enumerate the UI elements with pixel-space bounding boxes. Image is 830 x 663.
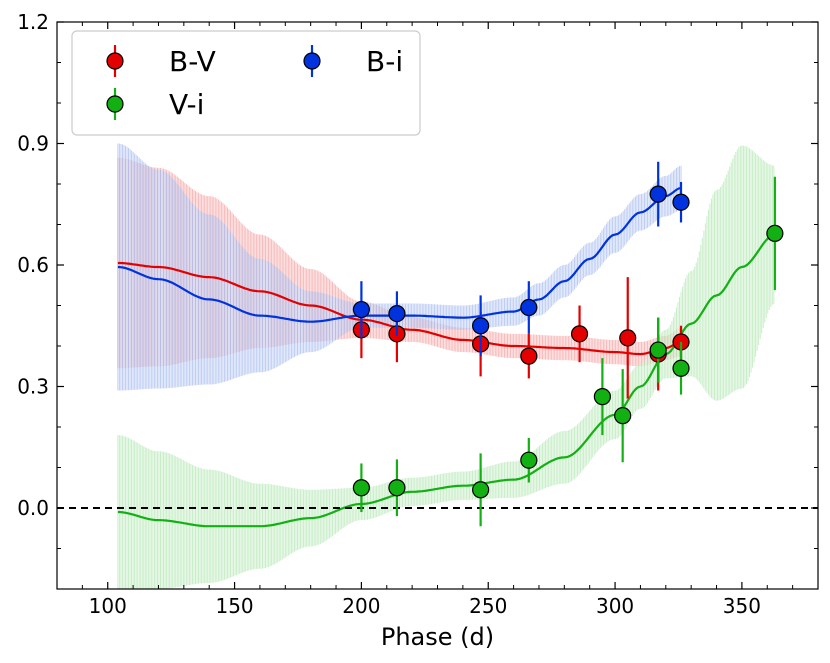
legend-label: B-V [169,45,216,78]
data-point-V-i [766,176,784,291]
data-point-B-V [570,305,589,363]
data-point-V-i [672,341,690,395]
x-tick-label: 250 [469,594,507,618]
marker [472,317,490,335]
marker [472,481,490,499]
marker [570,325,589,343]
data-point-V-i [593,358,611,436]
legend-entry-B-i: B-i [303,45,403,78]
x-tick-label: 300 [596,594,634,618]
legend-label: V-i [169,88,204,121]
x-tick-label: 350 [723,594,761,618]
marker [672,359,690,377]
data-point-B-V [520,333,538,379]
x-axis-label: Phase (d) [381,623,494,651]
marker [672,193,690,211]
data-points [352,161,784,527]
y-tick-label: 0.6 [17,253,49,277]
data-point-V-i [520,437,538,483]
legend-marker [106,52,124,70]
band-B-i [117,143,682,391]
marker [352,300,370,319]
marker [520,347,538,365]
marker [766,224,784,243]
data-point-B-i [388,291,406,336]
data-point-B-i [649,161,667,227]
legend-label: B-i [366,45,403,78]
data-point-V-i [649,317,667,383]
marker [614,407,632,425]
data-point-B-i [672,181,690,223]
legend-marker [303,52,321,70]
data-point-V-i [388,459,406,517]
legend-entry-V-i: V-i [106,88,204,121]
legend-box [71,30,421,136]
y-tick-label: 0.9 [17,132,49,156]
marker [593,388,611,406]
x-tick-label: 100 [89,594,127,618]
marker [520,451,538,469]
data-point-B-i [472,295,490,357]
data-point-B-V [619,277,637,399]
axis-ticks: 100 150 200 250 300 350 0.0 0.3 0.6 0.9 1.2 [17,10,818,618]
marker [388,479,406,497]
x-tick-label: 200 [342,594,380,618]
data-point-V-i [352,463,370,513]
legend-marker [106,95,124,113]
legend-entry-B-V: B-V [106,45,216,78]
y-tick-label: 0.0 [17,496,49,520]
marker [649,185,667,203]
y-tick-label: 0.3 [17,375,49,399]
data-point-B-i [352,281,370,338]
data-point-V-i [614,369,632,463]
marker [520,298,538,317]
fit-curve-B-i [117,186,682,323]
marker [388,305,406,323]
marker [649,341,667,359]
data-point-B-i [520,281,538,334]
x-tick-label: 150 [215,594,253,618]
y-tick-label: 1.2 [17,10,49,34]
data-point-V-i [472,453,490,527]
legend: B-V V-i B-i [71,30,421,136]
marker [619,329,637,347]
marker [352,479,370,497]
